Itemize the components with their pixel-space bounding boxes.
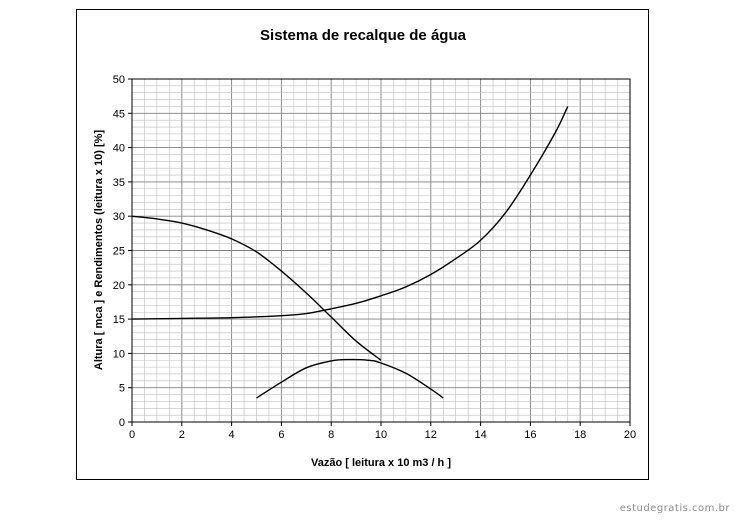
y-tick-label: 40	[113, 143, 125, 155]
x-tick-label: 2	[179, 429, 185, 441]
y-tick-label: 15	[113, 314, 125, 326]
x-tick-label: 20	[624, 429, 636, 441]
chart-title: Sistema de recalque de água	[260, 27, 467, 44]
x-tick-label: 0	[129, 429, 135, 441]
y-tick-label: 20	[113, 280, 125, 292]
y-axis-label: Altura [ mca ] e Rendimentos (leitura x …	[93, 130, 105, 371]
x-tick-label: 16	[524, 429, 536, 441]
system-curve	[131, 106, 569, 320]
efficiency-curve	[256, 358, 444, 399]
x-tick-label: 6	[278, 429, 284, 441]
x-axis: 0 2 4 6 8 10 12 14 16 18 20	[129, 422, 636, 441]
y-tick-label: 50	[113, 74, 125, 86]
y-tick-label: 0	[119, 417, 125, 429]
x-tick-label: 18	[574, 429, 586, 441]
x-tick-label: 8	[328, 429, 334, 441]
y-tick-label: 25	[113, 246, 125, 258]
y-tick-label: 10	[113, 348, 125, 360]
x-axis-label: Vazão [ leitura x 10 m3 / h ]	[311, 457, 451, 469]
series-lines	[131, 106, 569, 399]
watermark: estudegratis.com.br	[619, 503, 730, 514]
x-tick-label: 14	[474, 429, 486, 441]
y-tick-label: 45	[113, 108, 125, 120]
x-tick-label: 10	[375, 429, 387, 441]
chart-svg: Sistema de recalque de água 0 2 4 6 8 10 12 14 1…	[93, 27, 636, 469]
y-axis: 0 5 10 15 20 25 30 35 40 45 50	[113, 74, 132, 429]
grid	[131, 78, 631, 423]
pump-head-curve	[131, 215, 382, 361]
y-tick-label: 35	[113, 177, 125, 189]
chart-frame: Sistema de recalque de água 0 2 4 6 8 10 12 14 1…	[76, 9, 649, 480]
y-tick-label: 30	[113, 211, 125, 223]
y-tick-label: 5	[119, 383, 125, 395]
x-tick-label: 4	[229, 429, 235, 441]
x-tick-label: 12	[425, 429, 437, 441]
